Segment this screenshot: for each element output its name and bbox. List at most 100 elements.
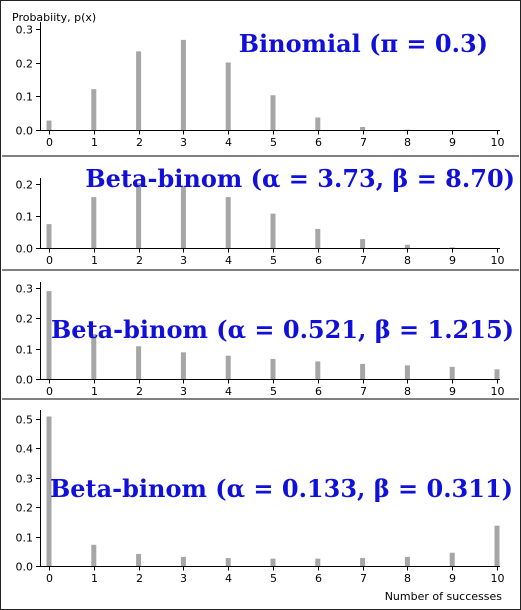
panel-4-y-tick-label: 0.5 bbox=[16, 414, 34, 427]
panel-3-x-tick-label: 5 bbox=[270, 385, 277, 398]
panel-4-x-tick-label: 5 bbox=[270, 572, 277, 585]
panel-1-y-tick-label: 0.0 bbox=[16, 125, 34, 138]
panel-4-x-tick-label: 0 bbox=[46, 572, 53, 585]
panel-2-bar bbox=[449, 247, 455, 248]
panel-1-bar bbox=[360, 126, 366, 130]
panel-1-y-tick-label: 0.3 bbox=[16, 24, 34, 37]
panel-3-bar bbox=[46, 291, 52, 379]
panel-4-bar bbox=[46, 416, 52, 566]
panel-4-x-tick-label: 10 bbox=[491, 572, 505, 585]
panel-2-x-tick-label: 7 bbox=[360, 254, 367, 267]
panel-1-x-tick-label: 3 bbox=[180, 136, 187, 149]
panel-1-x-tick-label: 9 bbox=[449, 136, 456, 149]
panel-2-x-tick-label: 4 bbox=[225, 254, 232, 267]
panel-4-y-tick-label: 0.1 bbox=[16, 532, 34, 545]
panel-3-y-tick-label: 0.3 bbox=[16, 283, 34, 296]
panel-4-y-tick-label: 0.2 bbox=[16, 502, 34, 515]
panel-2-x-tick-label: 8 bbox=[404, 254, 411, 267]
panel-3-bar bbox=[270, 358, 276, 379]
panel-3-x-tick-label: 10 bbox=[491, 385, 505, 398]
panel-2-bar bbox=[404, 244, 410, 248]
panel-2-x-tick-label: 10 bbox=[491, 254, 505, 267]
panel-3-bar bbox=[494, 369, 500, 379]
panel-4-x-tick-label: 4 bbox=[225, 572, 232, 585]
panel-3-x-tick-label: 7 bbox=[360, 385, 367, 398]
panel-2-bar bbox=[136, 183, 142, 248]
panel-3-x-tick-label: 8 bbox=[404, 385, 411, 398]
panel-1-y-tick-label: 0.1 bbox=[16, 91, 34, 104]
panel-4-y-tick-label: 0.4 bbox=[16, 443, 34, 456]
panel-3-bar bbox=[360, 363, 366, 379]
panel-2-x-tick-label: 3 bbox=[180, 254, 187, 267]
panel-1-title: Binomial (π = 0.3) bbox=[239, 29, 488, 58]
panel-4-y-tick-label: 0.3 bbox=[16, 473, 34, 486]
panel-3-title: Beta-binom (α = 0.521, β = 1.215) bbox=[51, 315, 514, 344]
panel-1-bar bbox=[270, 95, 276, 130]
panel-4-bar bbox=[494, 525, 500, 566]
panel-3-x-tick-label: 3 bbox=[180, 385, 187, 398]
panel-2-bar bbox=[315, 228, 321, 248]
panel-3-bar bbox=[136, 346, 142, 379]
panel-3-x-tick-label: 4 bbox=[225, 385, 232, 398]
panel-1-x-tick-label: 2 bbox=[136, 136, 143, 149]
panel-4-x-tick-label: 9 bbox=[449, 572, 456, 585]
panel-2-y-tick-label: 0.2 bbox=[16, 179, 34, 192]
panel-2-x-tick-label: 2 bbox=[136, 254, 143, 267]
x-axis-title: Number of successes bbox=[385, 590, 503, 603]
panel-2-bar bbox=[225, 197, 231, 248]
panel-1-bar bbox=[46, 120, 52, 130]
panel-4-x-tick-label: 1 bbox=[91, 572, 98, 585]
panel-3-bar bbox=[404, 365, 410, 379]
panel-4-title: Beta-binom (α = 0.133, β = 0.311) bbox=[50, 474, 513, 503]
panel-3-x-tick-label: 2 bbox=[136, 385, 143, 398]
panel-2-title: Beta-binom (α = 3.73, β = 8.70) bbox=[85, 164, 515, 193]
panel-2-x-tick-label: 9 bbox=[449, 254, 456, 267]
panel-3-bar bbox=[449, 366, 455, 379]
panel-3-y-tick-label: 0.2 bbox=[16, 313, 34, 326]
panel-4-y-tick-label: 0.0 bbox=[16, 561, 34, 574]
panel-2-y-tick-label: 0.0 bbox=[16, 243, 34, 256]
panel-2-bar bbox=[180, 185, 186, 248]
panel-3-bar bbox=[225, 355, 231, 379]
panel-3-x-tick-label: 1 bbox=[91, 385, 98, 398]
panel-1-x-tick-label: 8 bbox=[404, 136, 411, 149]
panel-3-bar bbox=[180, 352, 186, 379]
panel-2-bar bbox=[270, 213, 276, 248]
panel-3-y-tick-label: 0.0 bbox=[16, 374, 34, 387]
panel-4-bar bbox=[360, 558, 366, 566]
panel-4-x-tick-label: 2 bbox=[136, 572, 143, 585]
panel-3-x-tick-label: 6 bbox=[315, 385, 322, 398]
panel-3-y-tick-label: 0.1 bbox=[16, 344, 34, 357]
panel-1-x-tick-label: 10 bbox=[491, 136, 505, 149]
panel-1-x-tick-label: 4 bbox=[225, 136, 232, 149]
panel-1-bar bbox=[136, 51, 142, 130]
panel-4-x-tick-label: 3 bbox=[180, 572, 187, 585]
panel-1-x-tick-label: 7 bbox=[360, 136, 367, 149]
panel-4-bar bbox=[270, 558, 276, 566]
panel-3-x-tick-label: 9 bbox=[449, 385, 456, 398]
panel-3-bar bbox=[315, 361, 321, 379]
panel-4-x-tick-label: 6 bbox=[315, 572, 322, 585]
panel-1-x-tick-label: 0 bbox=[46, 136, 53, 149]
panel-2-x-tick-label: 0 bbox=[46, 254, 53, 267]
panel-1-bar bbox=[91, 89, 97, 130]
panel-3-bar bbox=[91, 334, 97, 379]
panel-2-x-tick-label: 5 bbox=[270, 254, 277, 267]
panel-4-x-tick-label: 8 bbox=[404, 572, 411, 585]
panel-2-bar bbox=[46, 224, 52, 248]
panel-4-bar bbox=[225, 558, 231, 566]
panel-1-bar bbox=[180, 39, 186, 131]
panel-1-y-tick-label: 0.2 bbox=[16, 58, 34, 71]
panel-4-bar bbox=[449, 552, 455, 566]
panel-4-bar bbox=[180, 556, 186, 566]
panel-2-bar bbox=[91, 197, 97, 248]
panel-4-x-tick-label: 7 bbox=[360, 572, 367, 585]
panel-1-x-tick-label: 6 bbox=[315, 136, 322, 149]
panel-4-bar bbox=[404, 556, 410, 566]
panel-1-bar bbox=[315, 117, 321, 130]
panel-4-bar bbox=[91, 544, 97, 566]
panel-2-x-tick-label: 1 bbox=[91, 254, 98, 267]
